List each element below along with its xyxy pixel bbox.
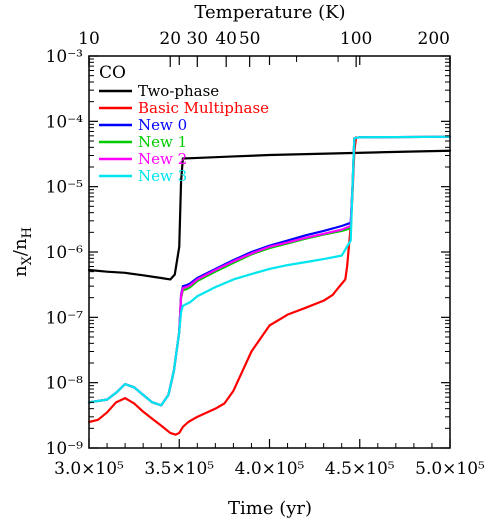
- legend-label-1: Basic Multiphase: [138, 99, 269, 117]
- series-layer: [87, 135, 452, 436]
- x-tick-label-3: 4.5×10⁵: [325, 459, 395, 479]
- y-axis-title-sub-x: X: [20, 255, 35, 265]
- x-tick-label-1: 3.5×10⁵: [144, 459, 214, 479]
- y-axis-title-text: nX/nH: [10, 227, 35, 277]
- ticks-layer: [88, 55, 451, 449]
- series-line-new-3: [87, 135, 452, 407]
- y-tick-label-3: 10⁻⁶: [46, 243, 84, 263]
- y-axis-title-slash: /n: [10, 238, 31, 256]
- top-tick-label-6: 200: [418, 29, 450, 49]
- top-tick-label-5: 100: [340, 29, 372, 49]
- top-tick-label-1: 20: [159, 29, 181, 49]
- y-axis-title: nX/nH: [10, 227, 35, 277]
- legend-label-2: New 0: [138, 116, 187, 134]
- top-tick-label-4: 50: [239, 29, 261, 49]
- y-tick-label-4: 10⁻⁵: [46, 178, 84, 198]
- top-tick-label-2: 30: [186, 29, 208, 49]
- top-axis-title: Temperature (K): [194, 2, 345, 23]
- y-tick-label-6: 10⁻³: [46, 47, 83, 67]
- top-tick-label-3: 40: [215, 29, 237, 49]
- y-axis-title-sub-h: H: [20, 227, 35, 238]
- x-tick-label-2: 4.0×10⁵: [235, 459, 305, 479]
- y-tick-label-0: 10⁻⁹: [46, 439, 84, 459]
- y-axis-title-n: n: [10, 265, 31, 277]
- x-axis-title: Time (yr): [228, 498, 312, 519]
- legend-label-4: New 2: [138, 150, 187, 168]
- legend-label-5: New 3: [138, 167, 187, 185]
- series-line-basic-multiphase: [87, 136, 358, 436]
- y-tick-label-5: 10⁻⁴: [46, 112, 84, 132]
- x-tick-label-4: 5.0×10⁵: [415, 459, 485, 479]
- series-line-two-phase: [87, 149, 452, 281]
- panel-label: CO: [99, 63, 126, 83]
- legend-label-0: Two-phase: [138, 82, 219, 100]
- legend-label-3: New 1: [138, 133, 187, 151]
- labels-layer: 3.0×10⁵ 3.5×10⁵ 4.0×10⁵ 4.5×10⁵ 5.0×10⁵ 10⁻⁹ 1…: [46, 29, 485, 479]
- y-tick-label-2: 10⁻⁷: [46, 308, 84, 328]
- top-tick-label-0: 10: [78, 29, 100, 49]
- x-tick-label-0: 3.0×10⁵: [54, 459, 124, 479]
- y-tick-label-1: 10⁻⁸: [46, 374, 84, 394]
